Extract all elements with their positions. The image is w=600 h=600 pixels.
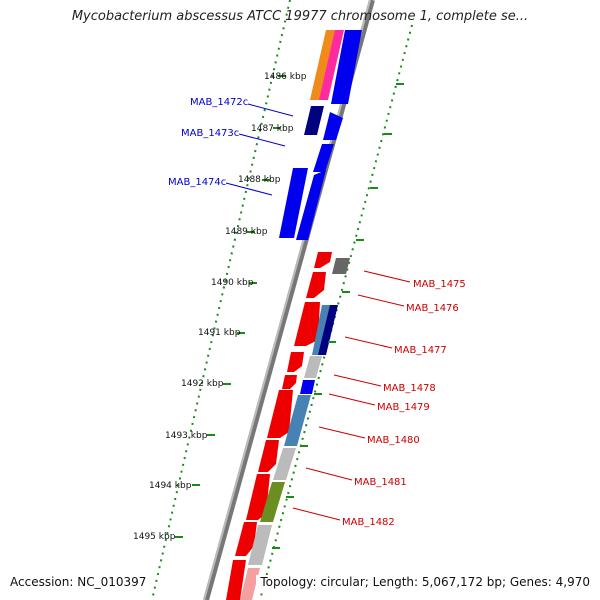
gene-label-forward[interactable]: MAB_1478 xyxy=(383,383,436,394)
reverse-gene-labels xyxy=(225,103,294,196)
tick-label: 1489 kbp xyxy=(225,227,268,237)
scale-line-right xyxy=(259,24,413,600)
tick-label: 1488 kbp xyxy=(238,175,281,185)
tick-label: 1487 kbp xyxy=(251,124,294,134)
gene-label-reverse[interactable]: MAB_1474c xyxy=(168,177,226,188)
tick-label: 1494 kbp xyxy=(149,481,192,491)
tick-label: 1486 kbp xyxy=(264,72,307,82)
gene-label-forward[interactable]: MAB_1482 xyxy=(342,517,395,528)
tick-label: 1490 kbp xyxy=(211,278,254,288)
tick-label: 1492 kbp xyxy=(181,379,224,389)
gene-label-reverse[interactable]: MAB_1473c xyxy=(181,128,239,139)
sequence-summary: Topology: circular; Length: 5,067,172 bp… xyxy=(256,575,590,589)
tick-label: 1493 kbp xyxy=(165,431,208,441)
gene-label-forward[interactable]: MAB_1479 xyxy=(377,402,430,413)
forward-gene-labels xyxy=(292,270,411,521)
tick-marks xyxy=(175,75,404,549)
gene-label-forward[interactable]: MAB_1480 xyxy=(367,435,420,446)
gene-label-forward[interactable]: MAB_1476 xyxy=(406,303,459,314)
tick-labels: 1486 kbp 1487 kbp 1488 kbp 1489 kbp 1490… xyxy=(133,72,307,542)
gene-label-forward[interactable]: MAB_1481 xyxy=(354,477,407,488)
gene-label-forward[interactable]: MAB_1475 xyxy=(413,279,466,290)
tick-label: 1495 kbp xyxy=(133,532,176,542)
tick-label: 1491 kbp xyxy=(198,328,241,338)
map-title: Mycobacterium abscessus ATCC 19977 chrom… xyxy=(71,9,529,24)
reverse-strand-features xyxy=(279,30,362,240)
gene-label-forward[interactable]: MAB_1477 xyxy=(394,345,447,356)
accession-label: Accession: NC_010397 xyxy=(10,575,149,589)
forward-strand-features xyxy=(226,252,350,600)
gene-label-reverse[interactable]: MAB_1472c xyxy=(190,97,248,108)
